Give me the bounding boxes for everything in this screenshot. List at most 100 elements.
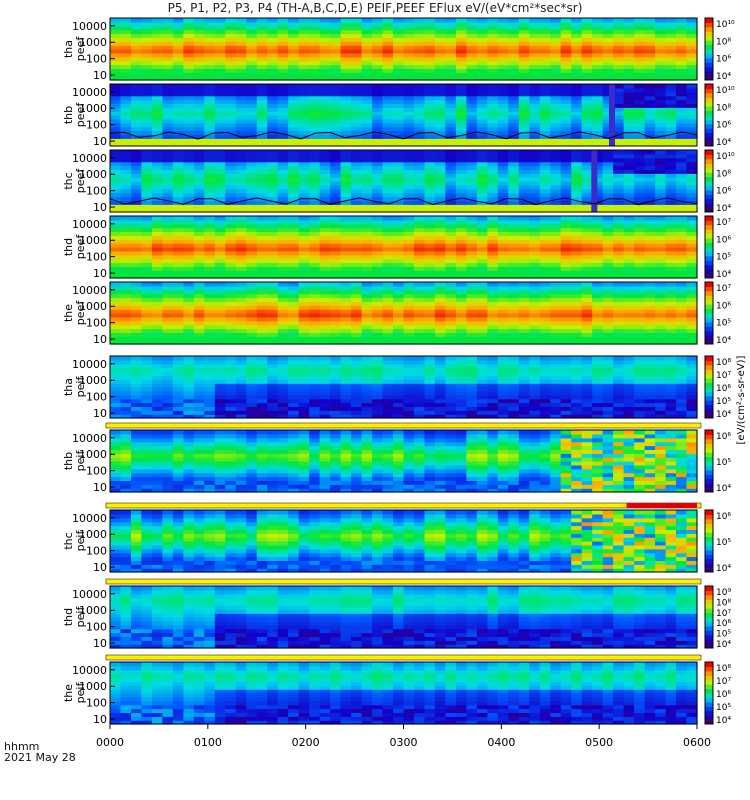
heatmap-cell xyxy=(581,204,593,209)
heatmap-cell xyxy=(445,45,457,50)
heatmap-cell xyxy=(162,363,174,369)
heatmap-cell xyxy=(455,84,467,89)
heatmap-cell xyxy=(372,49,384,54)
heatmap-cell xyxy=(340,247,352,252)
heatmap-cell xyxy=(309,270,321,275)
heatmap-cell xyxy=(298,21,310,27)
heatmap-cell xyxy=(319,320,331,326)
heatmap-cell xyxy=(634,219,646,225)
heatmap-cell xyxy=(351,227,363,233)
heatmap-cell xyxy=(256,216,268,221)
heatmap-cell xyxy=(518,324,530,330)
heatmap-cell xyxy=(539,68,551,73)
heatmap-cell xyxy=(529,173,541,178)
heatmap-cell xyxy=(225,216,237,221)
heatmap-cell xyxy=(141,258,153,264)
heatmap-cell xyxy=(131,64,143,69)
heatmap-cell xyxy=(110,150,122,155)
heatmap-cell xyxy=(539,332,551,337)
heatmap-cell xyxy=(665,107,677,112)
heatmap-cell xyxy=(372,285,384,291)
heatmap-cell xyxy=(162,76,174,81)
heatmap-cell xyxy=(120,223,132,229)
heatmap-cell xyxy=(686,142,698,147)
heatmap-cell xyxy=(550,227,562,233)
heatmap-cell xyxy=(298,340,310,345)
heatmap-cell xyxy=(110,169,122,174)
heatmap-cell xyxy=(382,91,394,97)
heatmap-cell xyxy=(455,289,467,295)
heatmap-cell xyxy=(476,219,488,225)
heatmap-cell xyxy=(256,95,268,101)
heatmap-cell xyxy=(246,157,258,163)
heatmap-cell xyxy=(644,340,656,345)
heatmap-cell xyxy=(235,188,247,194)
heatmap-cell xyxy=(193,41,205,46)
heatmap-cell xyxy=(602,184,614,190)
heatmap-cell xyxy=(183,219,195,225)
heatmap-cell xyxy=(382,68,394,73)
heatmap-cell xyxy=(361,336,373,341)
heatmap-cell xyxy=(571,204,583,209)
heatmap-cell xyxy=(686,305,698,310)
heatmap-cell xyxy=(267,29,279,35)
heatmap-cell xyxy=(151,367,163,373)
heatmap-cell xyxy=(434,134,446,139)
heatmap-cell xyxy=(424,72,436,77)
heatmap-cell xyxy=(550,208,562,213)
heatmap-cell xyxy=(183,398,195,404)
heatmap-cell xyxy=(361,254,373,260)
heatmap-cell xyxy=(393,33,405,38)
heatmap-cell xyxy=(298,169,310,174)
heatmap-cell xyxy=(267,239,279,244)
heatmap-cell xyxy=(193,87,205,93)
heatmap-cell xyxy=(414,87,426,93)
heatmap-cell xyxy=(497,165,509,170)
heatmap-cell xyxy=(497,118,509,124)
heatmap-cell xyxy=(351,64,363,69)
heatmap-cell xyxy=(131,142,143,147)
heatmap-cell xyxy=(277,196,289,201)
heatmap-cell xyxy=(267,45,279,50)
heatmap-cell xyxy=(319,142,331,147)
heatmap-cell xyxy=(330,184,342,190)
heatmap-cell xyxy=(634,258,646,264)
heatmap-cell xyxy=(340,18,352,23)
heatmap-cell xyxy=(602,134,614,139)
heatmap-cell xyxy=(445,60,457,66)
heatmap-cell xyxy=(131,367,143,373)
heatmap-cell xyxy=(445,103,457,108)
heatmap-cell xyxy=(319,219,331,225)
heatmap-cell xyxy=(246,115,258,120)
heatmap-cell xyxy=(518,301,530,306)
heatmap-cell xyxy=(581,285,593,291)
heatmap-cell xyxy=(298,363,310,369)
heatmap-cell xyxy=(434,138,446,143)
heatmap-cell xyxy=(424,223,436,229)
heatmap-cell xyxy=(445,177,457,182)
heatmap-cell xyxy=(183,196,195,201)
heatmap-cell xyxy=(319,293,331,299)
heatmap-cell xyxy=(497,177,509,182)
heatmap-cell xyxy=(476,204,488,209)
heatmap-cell xyxy=(508,118,520,124)
heatmap-cell xyxy=(246,52,258,58)
heatmap-cell xyxy=(560,235,572,240)
heatmap-cell xyxy=(193,29,205,35)
heatmap-cell xyxy=(518,122,530,128)
heatmap-cell xyxy=(131,161,143,167)
heatmap-cell xyxy=(518,274,530,279)
heatmap-cell xyxy=(414,33,426,38)
heatmap-cell xyxy=(476,134,488,139)
heatmap-cell xyxy=(120,111,132,116)
heatmap-cell xyxy=(393,177,405,182)
heatmap-cell xyxy=(550,64,562,69)
heatmap-cell xyxy=(634,76,646,81)
heatmap-cell xyxy=(560,52,572,58)
heatmap-cell xyxy=(141,227,153,233)
heatmap-cell xyxy=(267,84,279,89)
heatmap-cell xyxy=(110,134,122,139)
heatmap-cell xyxy=(403,118,415,124)
heatmap-cell xyxy=(214,99,226,104)
heatmap-cell xyxy=(193,247,205,252)
